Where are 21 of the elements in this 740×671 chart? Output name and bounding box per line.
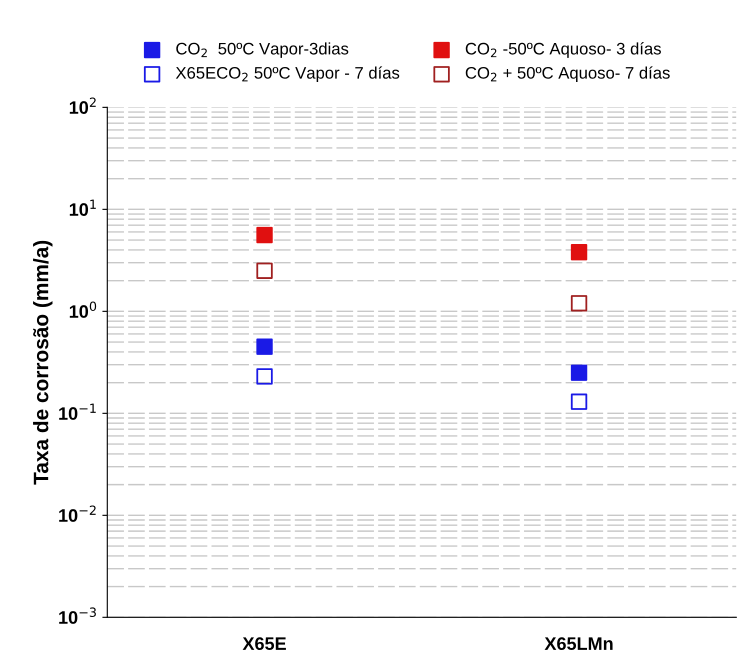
y-tick-label: 10$^{−2}$ <box>59 505 96 522</box>
x-tick-label: X65E <box>242 637 286 650</box>
point <box>256 226 273 244</box>
legend-label: CO$_{2}$ 50ºC Vapor-3dias <box>176 42 348 58</box>
y-axis-title: Taxa de corrosão (mm/a) <box>33 240 52 485</box>
point <box>570 244 588 260</box>
y-tick-label: 10$^{2}$ <box>70 97 96 114</box>
point <box>570 295 588 312</box>
y-tick-label: 10$^{1}$ <box>70 200 96 216</box>
y-tick-label: 10$^{−1}$ <box>59 404 96 420</box>
legend-label: CO$_{2}$ -50ºC Aquoso- 3 días <box>466 42 661 58</box>
point <box>256 262 273 279</box>
point <box>570 364 588 381</box>
point <box>256 368 273 385</box>
legend-label: CO$_{2}$ + 50ºC Aquoso- 7 días <box>466 66 670 82</box>
point <box>570 394 588 410</box>
point <box>256 338 273 355</box>
legend-label: X65ECO$_{2}$ 50ºC Vapor - 7 días <box>176 66 400 82</box>
y-tick-label: 10$^{0}$ <box>70 301 96 318</box>
x-tick-label: X65LMn <box>544 637 613 650</box>
y-tick-label: 10$^{−3}$ <box>59 607 96 624</box>
